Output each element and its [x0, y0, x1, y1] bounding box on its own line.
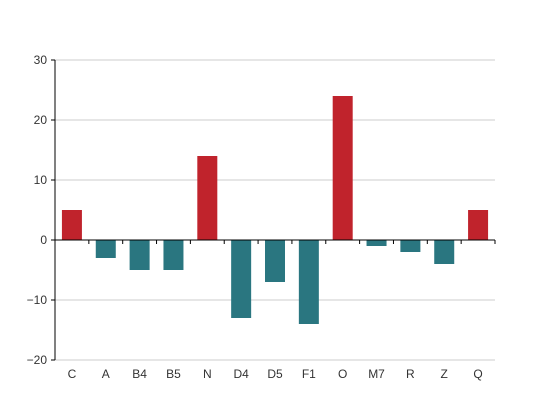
x-tick-label: Z — [441, 367, 448, 381]
bar-f1 — [298, 240, 319, 324]
y-tick-label: 0 — [40, 233, 47, 247]
axes — [51, 59, 496, 361]
bar-d5 — [265, 240, 285, 282]
x-tick-label: N — [203, 367, 212, 381]
bar-z — [434, 240, 455, 264]
bar-b4 — [129, 240, 150, 270]
bar-b5 — [163, 240, 184, 270]
bar-d4 — [231, 240, 252, 318]
x-tick-label: F1 — [302, 367, 316, 381]
bar-r — [400, 240, 421, 252]
y-tick-label: −10 — [27, 293, 48, 307]
bar-o — [332, 96, 353, 240]
x-tick-label: D4 — [233, 367, 249, 381]
x-tick-label: Q — [473, 367, 482, 381]
bar-n — [197, 156, 218, 240]
x-tick-label: B4 — [132, 367, 147, 381]
bar-q — [468, 210, 489, 240]
bar-c — [61, 210, 82, 240]
y-tick-label: −20 — [27, 353, 48, 367]
grid-lines — [55, 59, 495, 361]
x-tick-label: M7 — [368, 367, 385, 381]
bar-a — [95, 240, 116, 258]
y-tick-label: 10 — [34, 173, 48, 187]
x-tick-label: A — [102, 367, 110, 381]
bar-m7 — [366, 240, 387, 246]
y-tick-label: 20 — [34, 113, 48, 127]
y-tick-label: 30 — [34, 53, 48, 67]
tick-labels: 30 20 10 0 −10 −20 C A B4 B5 N D4 D5 F1 O M7 R Z Q — [27, 53, 483, 381]
x-tick-label: C — [68, 367, 77, 381]
x-tick-label: B5 — [166, 367, 181, 381]
x-tick-label: R — [406, 367, 415, 381]
x-tick-label: D5 — [267, 367, 283, 381]
x-tick-label: O — [338, 367, 347, 381]
bars — [61, 96, 489, 324]
